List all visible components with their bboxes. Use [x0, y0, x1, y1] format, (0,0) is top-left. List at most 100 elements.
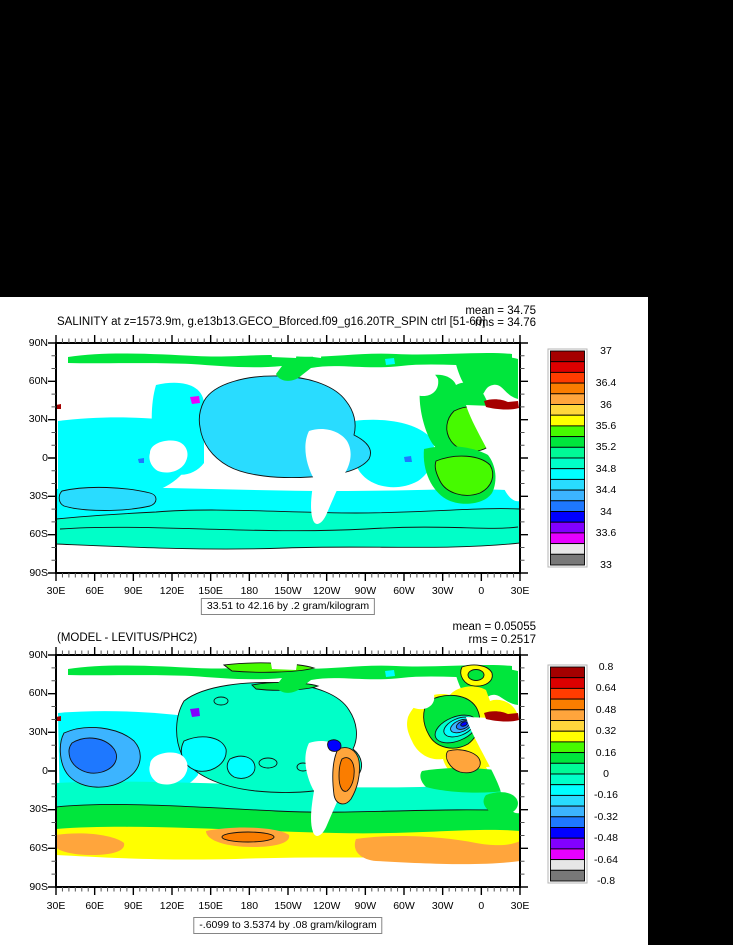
plot1-region-arctic-green-band	[68, 353, 512, 381]
plot2-x-tick-label: 60E	[85, 900, 104, 912]
plot1-y-tick-label: 60N	[28, 374, 48, 387]
plot2-map	[48, 647, 528, 895]
plot1-y-tick-label: 90N	[28, 336, 48, 349]
plot2-x-tick-label: 120E	[159, 900, 185, 912]
plot2-region-arctic-cyan-spot	[385, 670, 395, 677]
plot2-region-nw-africa-orange-patch	[445, 749, 481, 774]
plot2-colorbar-segment	[550, 794, 585, 807]
plot2-y-tick-label: 30S	[29, 803, 48, 816]
plot2-x-tick-label: 120W	[312, 900, 341, 912]
plot1-x-tick-label: 150E	[198, 585, 223, 597]
plot2-colorbar-segment	[550, 837, 585, 850]
plot2-region-sea-of-japan-purple-spot	[190, 708, 200, 717]
plot2-colorbar-label: -0.64	[594, 853, 618, 866]
plot2-region-southern-orange-left	[56, 833, 125, 855]
plot2-region-arctic-bright-green-inner	[222, 662, 316, 673]
plot2-colorbar-segment	[550, 687, 585, 700]
plot2-colorbar-segment	[550, 816, 585, 828]
plot2-colorbar-label: 0.16	[595, 746, 617, 759]
plot2-colorbar-outline	[547, 664, 588, 884]
plot2-colorbar-segment	[550, 827, 585, 839]
plot2-colorbar-segment	[550, 869, 585, 882]
plot1-colorbar-segment	[550, 553, 585, 566]
plot1-colorbar-segment	[550, 532, 585, 545]
plot1-region-southwest-indian-pocket	[58, 486, 157, 511]
plot2-colorbar-segment	[550, 752, 585, 764]
plot1-colorbar-segment	[550, 478, 585, 491]
plot2-colorbar-segment	[550, 773, 585, 786]
plot1-minor-ticks	[51, 338, 525, 578]
plot1-y-tick-label: 90S	[29, 566, 48, 579]
plot2-colorbar-segment	[550, 805, 585, 818]
plot2-colorbar-segment	[550, 784, 585, 796]
plot1-colorbar-segment	[550, 382, 585, 395]
plot1-x-tick-label: 0	[478, 585, 485, 597]
plot1-colorbar-label: 37	[600, 345, 612, 357]
plot2-x-tick-label: 180	[240, 900, 259, 912]
plot2-y-tick-label: 60N	[28, 687, 48, 700]
plot1-colorbar-segment	[550, 521, 585, 534]
plot2-region-arctic-yellow-ring-core	[467, 669, 485, 681]
plot2-region-arctic-green-band	[68, 665, 512, 693]
plot1-region-sumatra-blue-spot	[138, 458, 144, 463]
plot2-region-subpolar-bullseye-navy	[460, 721, 468, 727]
plot2-x-tick-label: 30W	[431, 900, 454, 912]
plot1-region-arctic-white-notch	[312, 349, 322, 358]
plot1-x-tick-label: 120W	[312, 585, 341, 597]
plot1-region-south-atlantic-bright-green	[434, 455, 494, 496]
plot1-colorbar-label: 36	[600, 398, 612, 411]
plot2-colorbar-segment	[550, 677, 585, 689]
plot1-colorbar-label: 35.2	[595, 441, 617, 454]
plot2-major-ticks	[48, 647, 528, 895]
plot1-region-norwegian-sea-green	[454, 354, 518, 399]
plot1-colorbar-segment	[550, 543, 585, 555]
plot1-region-southern-ocean-contour-line	[59, 526, 519, 532]
plot2-colorbar-label: -0.16	[594, 789, 618, 802]
plot2-colorbar-label: -0.8	[596, 875, 616, 887]
plot2-region-bering-white-notch	[270, 658, 298, 670]
plot1-colorbar-segment	[550, 425, 585, 438]
plot1-colorbar-segment	[550, 350, 585, 363]
plot2-x-tick-label: 150E	[198, 900, 223, 912]
plot2-colorbar	[547, 664, 588, 884]
plot2-region-argentine-coast-orange-core	[338, 757, 355, 792]
plot1-x-tick-label: 90E	[123, 585, 143, 597]
plot1-x-tick-label: 60W	[393, 585, 415, 597]
plot1-x-tick-label: 60E	[85, 585, 104, 597]
plot2-colorbar-label: -0.48	[594, 832, 618, 845]
plot2-x-tick-label: 0	[478, 900, 485, 912]
plot1-region-amazon-mouth-blue-spot	[404, 456, 412, 462]
plot2-colorbar-label: 0.8	[598, 661, 614, 673]
plot1-x-tick-label: 150W	[274, 585, 302, 597]
plot1-y-tick-label: 30N	[28, 413, 48, 426]
plot2-mean: mean = 0.05055	[452, 621, 536, 633]
plot1-colorbar-segment	[550, 371, 585, 384]
plot2-range-box: -.6099 to 3.5374 by .08 gram/kilogram	[193, 917, 383, 934]
plot1-region-africa-land	[466, 405, 520, 502]
plot1-y-tick-label: 30S	[29, 489, 48, 502]
plot1-y-tick-label: 60S	[29, 528, 48, 541]
plot2-colorbar-segment	[550, 848, 585, 861]
plot1-region-mediterranean-dark-red	[484, 399, 519, 410]
plot2-x-tick-label: 90E	[123, 900, 143, 912]
plot1-map	[48, 335, 528, 581]
plot1-rms: rms = 34.76	[474, 317, 536, 329]
plot1-region-greenland-white	[397, 366, 439, 397]
plot1-region-east-pacific-atlantic-cyan	[350, 419, 435, 488]
plot2-x-tick-label: 30E	[510, 900, 530, 912]
plot2-x-tick-label: 90W	[354, 900, 377, 912]
plot2-region-africa-land	[466, 717, 520, 814]
plot2-region-mediterranean-dark-red	[484, 711, 519, 722]
plot2-colorbar-label: 0.48	[595, 703, 617, 716]
plot2-colorbar-segment	[550, 709, 585, 721]
plot2-region-southern-orange-right	[354, 836, 520, 865]
plot1-colorbar-segment	[550, 361, 585, 373]
plot1-colorbar-label: 34.8	[595, 462, 617, 475]
plot1-colorbar-label: 34	[600, 505, 612, 518]
plot1-x-tick-label: 30E	[46, 585, 66, 597]
plot2-x-tick-label: 30E	[46, 900, 66, 912]
plot2-rms: rms = 0.2517	[468, 634, 536, 646]
plot1-range-box: 33.51 to 42.16 by .2 gram/kilogram	[200, 598, 376, 615]
plot2-y-tick-label: 30N	[28, 725, 48, 738]
